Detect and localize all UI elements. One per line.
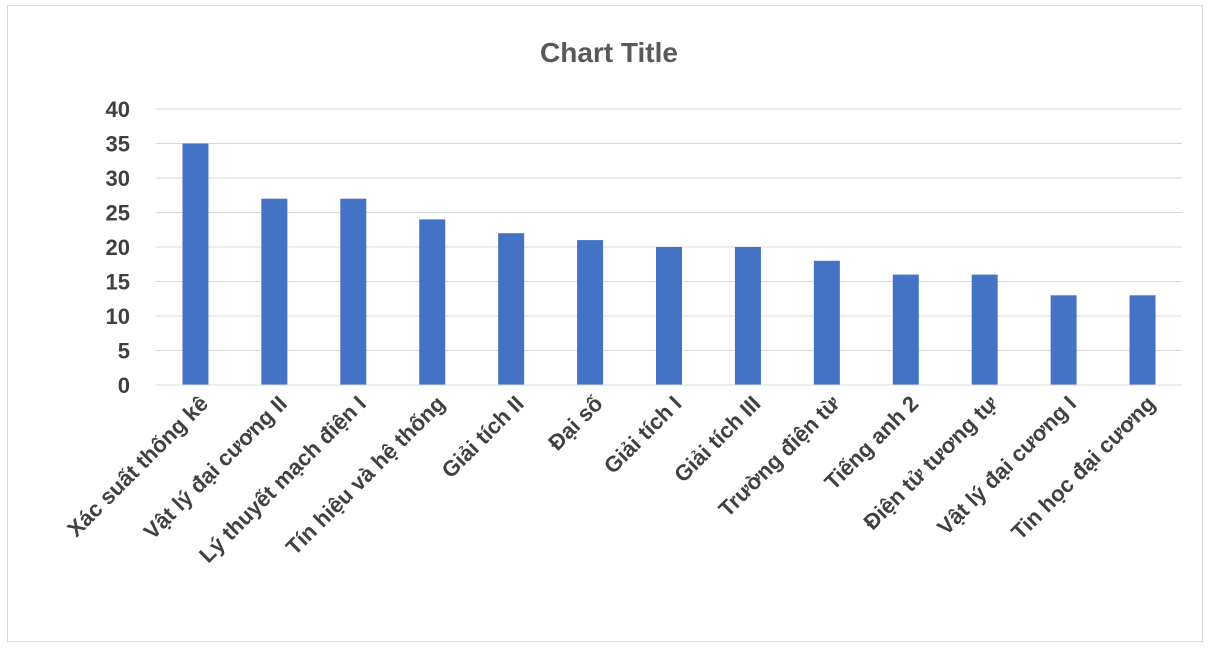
y-tick-label: 35	[106, 132, 130, 157]
bar	[577, 240, 604, 385]
bar	[182, 143, 209, 385]
x-tick-label: Tín hiệu và hệ thống	[281, 391, 450, 560]
x-tick-label: Tin học đại cương	[1006, 391, 1160, 545]
x-tick-label: Vật lý đại cương I	[932, 391, 1081, 540]
bar	[734, 247, 761, 385]
x-tick-label: Vật lý đại cương II	[139, 391, 292, 544]
y-tick-label: 30	[106, 166, 130, 191]
x-tick-label: Điện tử tương tự	[858, 391, 1002, 535]
y-tick-label: 0	[118, 373, 130, 398]
bar	[813, 260, 840, 385]
y-tick-label: 40	[106, 97, 130, 122]
y-tick-label: 25	[106, 201, 130, 226]
x-tick-label: Đại số	[543, 391, 607, 455]
y-tick-label: 10	[106, 304, 130, 329]
chart-title: Chart Title	[540, 37, 678, 68]
y-axis-ticks: 0 5 10 15 20 25 30 35 40	[106, 97, 130, 398]
bar	[1050, 295, 1077, 385]
bar	[1129, 295, 1156, 385]
bar	[656, 247, 682, 385]
y-tick-label: 20	[106, 235, 130, 260]
x-tick-label: Giải tích II	[437, 391, 529, 483]
y-tick-label: 15	[106, 270, 130, 295]
bar	[261, 198, 288, 385]
bar	[892, 274, 919, 385]
bar	[419, 219, 446, 385]
bars	[156, 143, 1182, 386]
bar	[340, 198, 367, 385]
bar	[498, 233, 525, 385]
bar	[971, 274, 998, 385]
x-tick-label: Xác suất thống kê	[62, 391, 213, 542]
y-tick-label: 5	[118, 339, 130, 364]
